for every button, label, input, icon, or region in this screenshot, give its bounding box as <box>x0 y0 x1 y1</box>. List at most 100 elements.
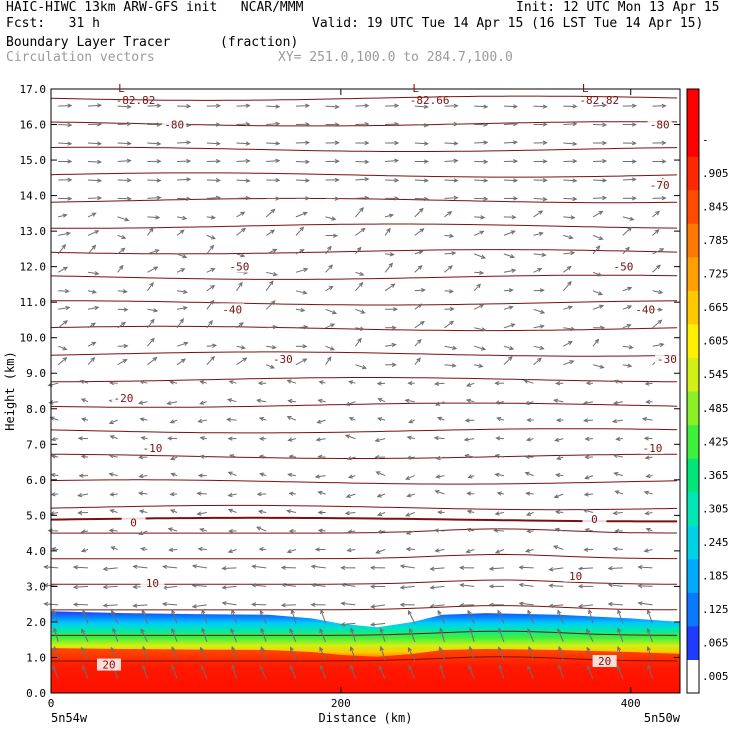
vector-head <box>478 363 484 368</box>
circulation-vector <box>133 604 148 607</box>
vector-head <box>631 196 637 201</box>
circulation-vector <box>73 603 89 606</box>
circulation-vector <box>266 364 275 369</box>
vector-head <box>80 454 86 459</box>
circulation-vector <box>407 436 415 440</box>
vector-head <box>572 196 578 202</box>
circulation-vector <box>436 456 445 460</box>
vector-head <box>215 103 221 109</box>
vector-head <box>97 141 103 146</box>
circulation-vector <box>117 234 126 239</box>
circulation-vector <box>377 530 386 533</box>
vector-head <box>62 266 69 271</box>
y-tick-label: 1.0 <box>26 651 46 664</box>
circulation-vector <box>563 341 573 347</box>
vector-head <box>465 398 472 403</box>
vector-head <box>556 455 562 461</box>
circulation-vector <box>435 401 445 406</box>
vector-head <box>584 475 590 480</box>
circulation-vector <box>177 141 191 144</box>
circulation-vector <box>405 399 415 403</box>
circulation-vector <box>355 105 369 107</box>
vector-head <box>257 380 263 386</box>
vector-head <box>464 453 470 459</box>
vector-head <box>67 196 73 201</box>
contour-label-bg <box>611 260 636 273</box>
vector-head <box>584 436 590 442</box>
circulation-vector <box>311 565 326 569</box>
vector-head <box>459 565 465 570</box>
circulation-vector <box>587 665 594 679</box>
circulation-vector <box>525 549 534 552</box>
vector-head <box>305 122 311 127</box>
circulation-vector <box>146 282 154 292</box>
field-units: (fraction) <box>220 35 299 50</box>
vector-head <box>570 326 576 332</box>
circulation-vector <box>325 323 335 329</box>
y-tick-label: 5.0 <box>26 509 46 522</box>
circulation-vector <box>266 271 278 276</box>
vector-head <box>340 601 346 606</box>
vector-head <box>405 475 411 480</box>
colorbar-swatch <box>687 89 699 124</box>
circulation-vector <box>613 454 623 458</box>
low-marker: L <box>582 82 589 95</box>
circulation-vector <box>58 124 72 126</box>
vector-head <box>102 584 108 590</box>
vector-head <box>645 527 651 532</box>
circulation-vector <box>87 357 95 366</box>
circulation-vector <box>495 473 504 477</box>
contour-label-bg <box>162 118 187 131</box>
vector-head <box>80 548 86 553</box>
forecast-hour: Fcst: 31 h <box>6 16 100 31</box>
circulation-vector <box>469 646 475 661</box>
vector-head <box>186 122 192 128</box>
vector-head <box>122 359 128 364</box>
circulation-vector <box>414 105 428 108</box>
vector-head <box>643 436 649 441</box>
circulation-vector <box>222 602 237 606</box>
vector-head <box>524 471 530 476</box>
circulation-vector <box>177 216 187 220</box>
circulation-vector <box>288 473 296 477</box>
circulation-vector <box>147 216 160 219</box>
vector-head <box>317 398 323 403</box>
vector-head <box>418 250 424 255</box>
vector-head <box>153 308 159 313</box>
circulation-vector <box>371 622 386 626</box>
vector-head <box>374 454 380 460</box>
circulation-vector <box>58 345 67 351</box>
circulation-vector <box>533 289 544 292</box>
vector-head <box>180 268 186 273</box>
vector-head <box>447 265 453 270</box>
vector-head <box>557 609 562 615</box>
vector-head <box>186 104 192 109</box>
circulation-vector <box>622 324 631 329</box>
circulation-vector <box>58 105 72 107</box>
vector-head <box>527 609 532 615</box>
circulation-vector <box>147 142 161 145</box>
colorbar-swatch <box>687 323 699 358</box>
circulation-vector <box>325 105 339 108</box>
circulation-vector <box>384 228 391 236</box>
vector-head <box>369 584 375 589</box>
vector-head <box>429 603 435 609</box>
circulation-vector <box>316 438 326 441</box>
vector-head <box>259 436 265 441</box>
vector-head <box>495 436 501 441</box>
vector-head <box>91 289 98 294</box>
circulation-vector <box>287 416 297 421</box>
vector-head <box>389 252 395 257</box>
circulation-vector <box>377 417 386 421</box>
vector-head <box>583 418 589 423</box>
colorbar-label: .545 <box>702 368 729 381</box>
vector-head <box>452 345 458 351</box>
vector-head <box>280 602 286 608</box>
circulation-vector <box>556 511 564 513</box>
vector-head <box>488 584 494 589</box>
vector-head <box>79 379 85 384</box>
vector-head <box>347 474 353 479</box>
vector-head <box>524 548 531 553</box>
vector-head <box>483 140 489 145</box>
vector-head <box>526 528 532 534</box>
